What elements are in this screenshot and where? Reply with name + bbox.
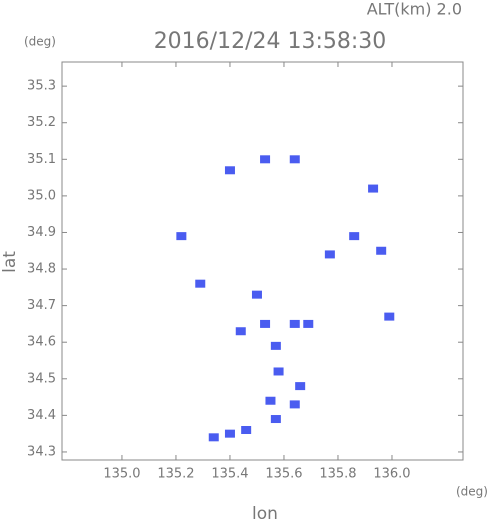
echo-cell	[384, 312, 395, 321]
x-axis-label: lon	[252, 504, 278, 521]
x-unit: (deg)	[456, 485, 488, 499]
echo-cell	[224, 166, 235, 175]
y-tick-label: 34.6	[27, 335, 56, 350]
echo-cell	[376, 246, 387, 255]
x-tick-label: 135.6	[265, 467, 302, 482]
y-axis-label: lat	[0, 251, 20, 273]
echo-cell	[273, 367, 284, 376]
echo-cell	[324, 250, 335, 259]
echo-cell	[251, 290, 262, 299]
echo-cell	[224, 429, 235, 438]
y-tick-label: 34.7	[27, 298, 56, 313]
x-tick-label: 135.4	[211, 467, 248, 482]
echo-cell	[260, 319, 271, 328]
echo-cell	[270, 341, 281, 350]
echo-cell	[176, 232, 187, 241]
echo-cell	[241, 426, 252, 435]
echo-cell	[235, 327, 246, 336]
y-unit: (deg)	[24, 35, 56, 49]
echo-cell	[195, 279, 206, 288]
x-tick-label: 135.0	[103, 467, 140, 482]
chart-title: 2016/12/24 13:58:30	[154, 29, 387, 54]
y-tick-label: 34.4	[27, 408, 56, 423]
echo-cell	[289, 319, 300, 328]
echo-cell	[349, 232, 360, 241]
echo-cell	[208, 433, 219, 442]
echo-cell	[265, 396, 276, 405]
y-tick-label: 35.0	[27, 188, 56, 203]
x-tick-label: 135.2	[157, 467, 194, 482]
x-tick-label: 135.8	[319, 467, 356, 482]
y-tick-label: 34.8	[27, 262, 56, 277]
y-tick-label: 34.5	[27, 371, 56, 386]
y-tick-label: 35.3	[27, 79, 56, 94]
echo-cell	[289, 155, 300, 164]
y-tick-label: 35.1	[27, 152, 56, 167]
y-tick-label: 34.3	[27, 444, 56, 459]
echo-cell	[303, 319, 314, 328]
y-tick-label: 35.2	[27, 115, 56, 130]
echo-cell	[368, 184, 379, 193]
x-tick-label: 136.0	[373, 467, 410, 482]
plot-frame	[61, 61, 464, 461]
subtitle: ALT(km) 2.0	[367, 0, 462, 19]
echo-cell	[295, 382, 306, 391]
echo-cell	[289, 400, 300, 409]
echo-cell	[260, 155, 271, 164]
echo-cell	[270, 415, 281, 424]
y-tick-label: 34.9	[27, 225, 56, 240]
